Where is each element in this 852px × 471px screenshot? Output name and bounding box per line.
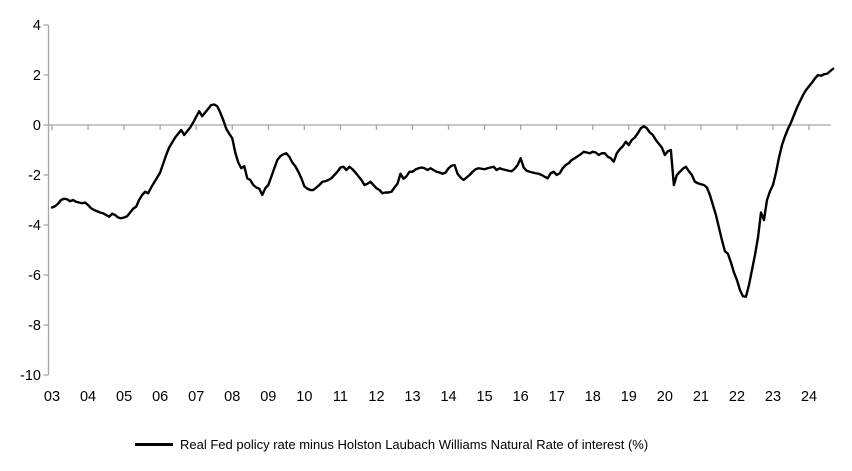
- legend-line-swatch: [135, 443, 173, 446]
- x-tick-label: 07: [188, 389, 204, 405]
- y-tick-label: 2: [33, 68, 41, 84]
- x-tick-label: 16: [513, 389, 529, 405]
- x-tick-label: 12: [368, 389, 384, 405]
- x-tick-label: 06: [152, 389, 168, 405]
- x-tick-label: 14: [440, 389, 456, 405]
- x-tick-label: 22: [729, 389, 745, 405]
- x-tick-label: 19: [621, 389, 637, 405]
- x-tick-label: 18: [585, 389, 601, 405]
- y-tick-label: -4: [28, 218, 41, 234]
- x-tick-label: 13: [404, 389, 420, 405]
- y-tick-label: 4: [33, 18, 41, 34]
- x-tick-label: 24: [801, 389, 817, 405]
- y-tick-label: 0: [33, 118, 41, 134]
- x-tick-label: 21: [693, 389, 709, 405]
- legend: Real Fed policy rate minus Holston Lauba…: [135, 437, 648, 452]
- y-tick-label: -8: [28, 318, 41, 334]
- x-tick-label: 05: [116, 389, 132, 405]
- x-tick-label: 08: [224, 389, 240, 405]
- x-tick-label: 11: [333, 389, 348, 405]
- x-tick-label: 15: [477, 389, 493, 405]
- x-tick-label: 17: [549, 389, 565, 405]
- x-tick-label: 04: [80, 389, 96, 405]
- y-tick-label: -6: [28, 268, 41, 284]
- x-tick-label: 10: [296, 389, 312, 405]
- x-tick-label: 20: [657, 389, 673, 405]
- x-tick-label: 09: [260, 389, 276, 405]
- x-tick-label: 03: [44, 389, 60, 405]
- data-series-line: [50, 67, 835, 298]
- y-tick-label: -10: [20, 368, 41, 384]
- y-tick-label: -2: [28, 168, 41, 184]
- legend-label: Real Fed policy rate minus Holston Lauba…: [180, 437, 649, 452]
- x-tick-label: 23: [765, 389, 781, 405]
